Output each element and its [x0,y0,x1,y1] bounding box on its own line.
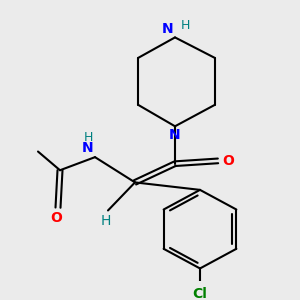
Text: O: O [50,212,62,225]
Text: H: H [181,19,190,32]
Text: H: H [84,131,93,144]
Text: O: O [222,154,234,168]
Text: N: N [81,141,93,155]
Text: N: N [169,128,181,142]
Text: Cl: Cl [193,287,207,300]
Text: H: H [101,214,111,228]
Text: N: N [161,22,173,35]
